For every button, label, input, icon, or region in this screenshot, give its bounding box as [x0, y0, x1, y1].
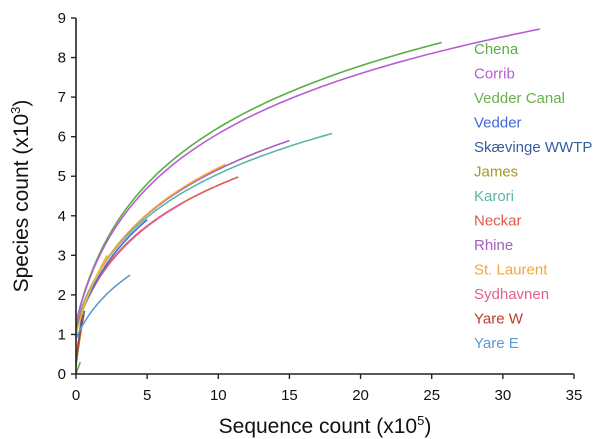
y-tick-label: 0 — [58, 366, 66, 383]
legend: Chena Corrib Vedder Canal Vedder Skævinge WW… — [474, 41, 592, 352]
legend-entry: Karori — [474, 188, 514, 205]
y-tick-label: 6 — [58, 129, 66, 146]
x-tick-label: 10 — [210, 387, 227, 404]
series-curve — [75, 163, 226, 329]
series-curve — [75, 132, 333, 325]
series-curve — [75, 314, 84, 363]
legend-entry: James — [474, 164, 518, 181]
y-tick-label: 2 — [58, 287, 66, 304]
x-tick-label: 25 — [423, 387, 440, 404]
x-tick-label: 30 — [495, 387, 512, 404]
y-tick-label: 3 — [58, 247, 66, 264]
series-curve — [75, 139, 290, 327]
series-curve — [75, 274, 131, 339]
x-axis-title: Sequence count (x105) — [219, 413, 432, 438]
y-tick-label: 9 — [58, 10, 66, 27]
legend-entry: Corrib — [474, 66, 515, 83]
x-axis-ticks: 0 5 10 15 20 25 30 35 — [72, 374, 583, 404]
y-tick-label: 7 — [58, 89, 66, 106]
legend-entry: Vedder — [474, 115, 522, 132]
x-tick-label: 35 — [566, 387, 583, 404]
y-tick-label: 4 — [58, 208, 66, 225]
y-axis-ticks: 0 1 2 3 4 5 6 7 8 9 — [58, 10, 76, 383]
legend-entry: Chena — [474, 41, 519, 58]
x-tick-label: 15 — [281, 387, 298, 404]
legend-entry: Yare W — [474, 311, 524, 328]
y-axis-title: Species count (x103) — [8, 100, 33, 293]
legend-entry: Rhine — [474, 237, 513, 254]
x-tick-label: 0 — [72, 387, 80, 404]
y-tick-label: 5 — [58, 168, 66, 185]
series-curve — [75, 254, 108, 335]
legend-entry: St. Laurent — [474, 262, 548, 279]
y-tick-label: 8 — [58, 50, 66, 67]
y-tick-label: 1 — [58, 326, 66, 343]
legend-entry: Skævinge WWTP — [474, 139, 592, 156]
x-tick-label: 5 — [143, 387, 151, 404]
legend-entry: Neckar — [474, 213, 522, 230]
series-curve — [75, 41, 442, 323]
legend-entry: Sydhavnen — [474, 286, 549, 303]
series-curves — [75, 28, 541, 375]
series-curve — [75, 28, 541, 323]
series-curve — [75, 203, 182, 329]
legend-entry: Vedder Canal — [474, 90, 565, 107]
x-tick-label: 20 — [352, 387, 369, 404]
legend-entry: Yare E — [474, 335, 519, 352]
